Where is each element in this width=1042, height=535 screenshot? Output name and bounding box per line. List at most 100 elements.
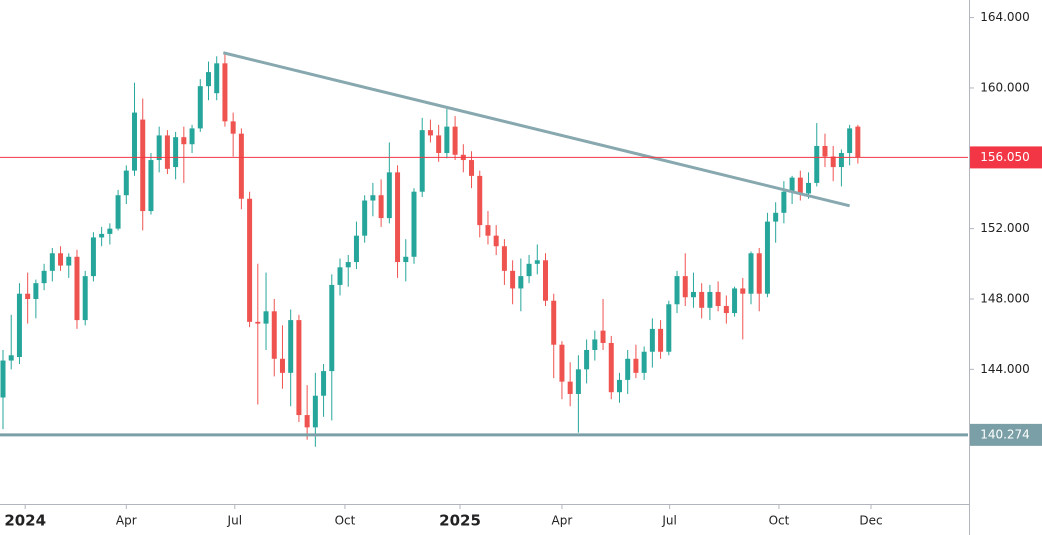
- candle-body: [288, 320, 294, 373]
- candle-body: [230, 121, 236, 134]
- candle-body: [855, 126, 861, 158]
- candle-body: [173, 137, 179, 168]
- candle-body: [378, 195, 384, 219]
- candle-body: [789, 177, 795, 192]
- candle-body: [469, 160, 475, 176]
- candle-body: [764, 221, 770, 294]
- candle-body: [370, 195, 376, 201]
- candle-body: [838, 153, 844, 168]
- x-tick-label: Apr: [116, 514, 137, 528]
- candle-body: [255, 321, 261, 324]
- candle-body: [140, 119, 146, 212]
- candle-body: [600, 330, 606, 343]
- candle-body: [99, 233, 105, 238]
- candle-body: [197, 86, 203, 129]
- candle-body: [312, 395, 318, 428]
- candle-body: [395, 172, 401, 263]
- candle-body: [436, 135, 442, 154]
- candle-body: [699, 291, 705, 308]
- candle-body: [616, 379, 622, 393]
- candle-body: [559, 344, 565, 382]
- candle-body: [271, 311, 277, 359]
- candle-body: [543, 260, 549, 301]
- candle-body: [822, 145, 828, 157]
- candle-body: [115, 195, 121, 229]
- candle-body: [592, 339, 598, 350]
- candle-body: [732, 288, 738, 314]
- candle-body: [33, 283, 39, 299]
- candle-body: [403, 256, 409, 263]
- candle-body: [534, 260, 540, 264]
- candle-body: [304, 415, 310, 428]
- candle-body: [419, 130, 425, 192]
- candle-body: [584, 349, 590, 370]
- candle-body: [814, 145, 820, 183]
- candle-body: [748, 253, 754, 294]
- candle-body: [847, 128, 853, 154]
- candle-body: [247, 198, 253, 322]
- x-tick-label: Oct: [335, 514, 356, 528]
- trend-line: [222, 51, 850, 208]
- candle-body: [41, 270, 47, 284]
- candle-body: [181, 137, 187, 145]
- candle-body: [386, 172, 392, 219]
- candle-body: [649, 328, 655, 352]
- candle-body: [16, 293, 22, 358]
- candle-body: [707, 291, 713, 308]
- candle-body: [279, 358, 285, 373]
- candle-body: [567, 381, 573, 394]
- candle-body: [74, 256, 80, 321]
- y-tick-label: 144.000: [980, 362, 1030, 376]
- candle-body: [551, 300, 557, 345]
- candle-body: [66, 256, 72, 266]
- price-label-box: [970, 146, 1042, 169]
- price-label: 156.050: [980, 150, 1030, 164]
- candle-body: [49, 253, 55, 271]
- candle-body: [214, 63, 220, 94]
- candle-body: [427, 130, 433, 136]
- price-label: 140.274: [980, 427, 1030, 441]
- candle-body: [58, 253, 64, 266]
- candle-body: [411, 191, 417, 257]
- candle-body: [501, 246, 507, 271]
- candle-body: [682, 276, 688, 298]
- candle-body: [510, 270, 516, 289]
- candle-body: [132, 112, 138, 171]
- y-tick-label: 152.000: [980, 221, 1030, 235]
- candle-body: [806, 182, 812, 194]
- candle-body: [0, 360, 6, 398]
- candle-body: [756, 253, 762, 294]
- candle-body: [25, 293, 31, 299]
- candle-body: [666, 304, 672, 352]
- candle-body: [321, 371, 327, 396]
- candle-body: [452, 126, 458, 155]
- candle-body: [329, 284, 335, 372]
- y-tick-label: 164.000: [980, 10, 1030, 24]
- candle-body: [222, 63, 228, 122]
- candle-body: [82, 276, 88, 321]
- candle-body: [477, 175, 483, 226]
- x-tick-label: 2024: [4, 512, 46, 530]
- candle-body: [189, 128, 195, 145]
- candle-body: [107, 228, 113, 234]
- candle-body: [797, 177, 803, 194]
- candle-body: [493, 235, 499, 247]
- y-tick-label: 148.000: [980, 291, 1030, 305]
- candle-body: [148, 160, 154, 212]
- candle-body: [723, 306, 729, 314]
- candle-body: [781, 191, 787, 213]
- candle-body: [485, 225, 491, 236]
- candle-body: [362, 200, 368, 236]
- candle-body: [205, 72, 211, 87]
- candle-body: [353, 235, 359, 263]
- candle-body: [715, 291, 721, 307]
- candle-body: [337, 267, 343, 285]
- candle-body: [690, 291, 696, 298]
- candle-body: [608, 342, 614, 393]
- candle-body: [575, 369, 581, 394]
- candle-body: [123, 170, 129, 196]
- price-label-box: [970, 423, 1042, 446]
- candle-body: [658, 328, 664, 352]
- candle-body: [8, 355, 14, 361]
